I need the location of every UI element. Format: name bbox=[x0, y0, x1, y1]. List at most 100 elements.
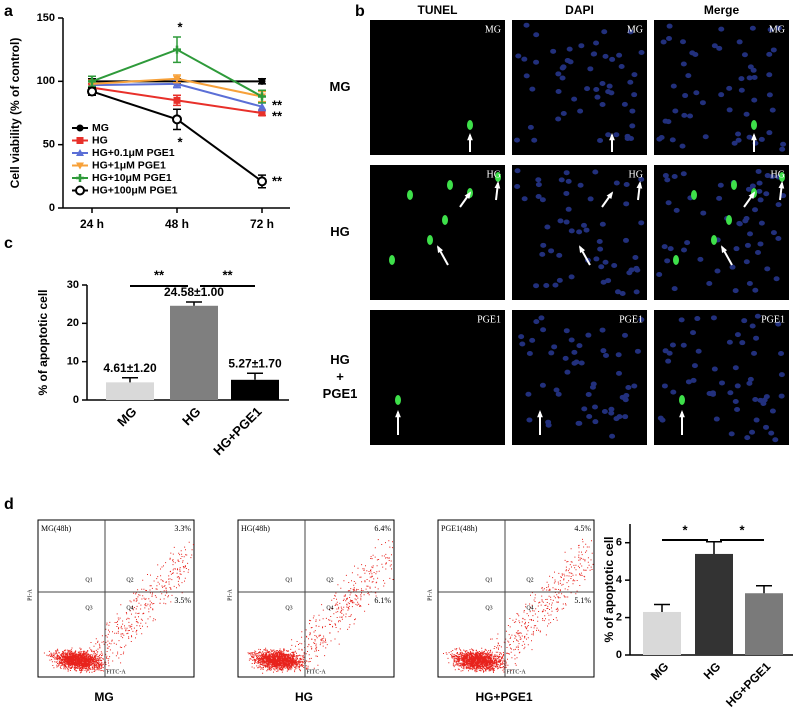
arrow-head bbox=[395, 410, 401, 418]
x-tick-label: HG bbox=[701, 659, 724, 682]
flow-y-label: PI-A bbox=[427, 589, 433, 601]
nuclei bbox=[514, 22, 645, 144]
quadrant-name: Q2 bbox=[126, 577, 133, 583]
quadrant-percent: 6.4% bbox=[374, 524, 391, 533]
flow-y-label: PI-A bbox=[227, 589, 233, 601]
quadrant-name: Q3 bbox=[485, 605, 492, 611]
arrow-head bbox=[464, 191, 472, 199]
error-bar bbox=[247, 372, 263, 380]
tunel-spot bbox=[679, 395, 685, 405]
marker bbox=[76, 124, 84, 132]
column-header: Merge bbox=[704, 3, 740, 17]
marker bbox=[173, 45, 181, 54]
micrograph bbox=[370, 310, 505, 445]
image-tag: PGE1 bbox=[761, 314, 785, 325]
marker bbox=[173, 96, 181, 104]
tunel-spot bbox=[442, 215, 448, 225]
significance: ** bbox=[272, 97, 283, 112]
bar bbox=[106, 382, 154, 400]
flow-events bbox=[247, 539, 394, 674]
tunel-spot bbox=[495, 172, 501, 182]
y-tick-label: 10 bbox=[67, 356, 79, 368]
error-bar bbox=[186, 301, 202, 306]
panel-letter: b bbox=[355, 3, 365, 20]
arrow-head bbox=[636, 181, 643, 189]
x-tick-label: HG bbox=[179, 404, 203, 428]
quadrant-name: Q1 bbox=[485, 577, 492, 583]
flow-x-label: FITC-A bbox=[106, 669, 126, 675]
row-label: MG bbox=[330, 79, 351, 94]
y-tick-label: 150 bbox=[37, 12, 55, 24]
quadrant-percent: 4.5% bbox=[574, 524, 591, 533]
flow-y-label: PI-A bbox=[27, 589, 33, 601]
significance: * bbox=[682, 522, 688, 537]
nuclei bbox=[518, 315, 645, 439]
y-axis-label: Cell viability (% of control) bbox=[8, 38, 22, 189]
tunel-spot bbox=[779, 172, 785, 182]
tunel-spot bbox=[673, 255, 679, 265]
quadrant-percent: 6.1% bbox=[374, 596, 391, 605]
marker bbox=[258, 77, 266, 85]
quadrant-name: Q4 bbox=[526, 605, 533, 611]
legend-label: HG+1μM PGE1 bbox=[92, 159, 166, 171]
bar bbox=[695, 553, 733, 655]
significance: * bbox=[177, 134, 183, 149]
x-tick-label: HG+PGE1 bbox=[210, 404, 264, 458]
arrow-head bbox=[679, 410, 685, 418]
x-tick-label: HG+PGE1 bbox=[723, 659, 773, 708]
flow-title: PGE1(48h) bbox=[441, 524, 478, 533]
arrow-head bbox=[494, 181, 501, 189]
flow-frame bbox=[437, 519, 595, 678]
marker bbox=[173, 79, 181, 87]
x-tick-label: MG bbox=[114, 404, 139, 429]
y-tick-label: 0 bbox=[49, 202, 55, 214]
legend-label: HG+10μM PGE1 bbox=[92, 172, 172, 184]
row-label: HG bbox=[330, 224, 350, 239]
marker bbox=[76, 149, 84, 156]
significance: ** bbox=[272, 108, 283, 123]
error-bar bbox=[756, 585, 772, 594]
legend-label: HG bbox=[92, 134, 108, 146]
y-tick-label: 0 bbox=[73, 394, 79, 406]
legend-label: HG+100μM PGE1 bbox=[92, 184, 178, 196]
bar bbox=[170, 305, 218, 400]
column-header: TUNEL bbox=[418, 3, 458, 17]
significance: ** bbox=[222, 267, 233, 282]
row-label: PGE1 bbox=[323, 386, 358, 401]
nuclei bbox=[514, 168, 645, 297]
significance: * bbox=[177, 19, 183, 34]
marker bbox=[76, 162, 84, 170]
arrow-head bbox=[778, 181, 785, 189]
tunel-spot bbox=[447, 180, 453, 190]
marker bbox=[258, 102, 266, 110]
quadrant-name: Q3 bbox=[85, 605, 92, 611]
quadrant-name: Q2 bbox=[526, 577, 533, 583]
legend-label: HG+0.1μM PGE1 bbox=[92, 147, 175, 159]
significance: * bbox=[739, 522, 745, 537]
x-tick-label: 72 h bbox=[250, 217, 274, 231]
flow-x-label: FITC-A bbox=[506, 669, 526, 675]
quadrant-name: Q2 bbox=[326, 577, 333, 583]
column-header: DAPI bbox=[565, 3, 594, 17]
image-tag: MG bbox=[627, 24, 643, 35]
quadrant-percent: 5.1% bbox=[574, 596, 591, 605]
value-label: 5.27±1.70 bbox=[228, 356, 282, 370]
marker bbox=[75, 185, 85, 196]
marker bbox=[76, 174, 84, 182]
quadrant-name: Q4 bbox=[326, 605, 333, 611]
flow-label: HG+PGE1 bbox=[475, 690, 532, 704]
image-tag: MG bbox=[485, 24, 501, 35]
tunel-spot bbox=[691, 190, 697, 200]
tunel-spot bbox=[467, 120, 473, 130]
marker bbox=[172, 114, 182, 125]
tunel-spot bbox=[751, 120, 757, 130]
arrow-head bbox=[751, 133, 757, 141]
image-tag: PGE1 bbox=[619, 314, 643, 325]
tunel-spot bbox=[711, 235, 717, 245]
quadrant-name: Q4 bbox=[126, 605, 133, 611]
value-label: 4.61±1.20 bbox=[103, 361, 157, 375]
y-tick-label: 30 bbox=[67, 279, 79, 291]
legend-label: MG bbox=[92, 122, 109, 134]
marker bbox=[88, 77, 96, 86]
